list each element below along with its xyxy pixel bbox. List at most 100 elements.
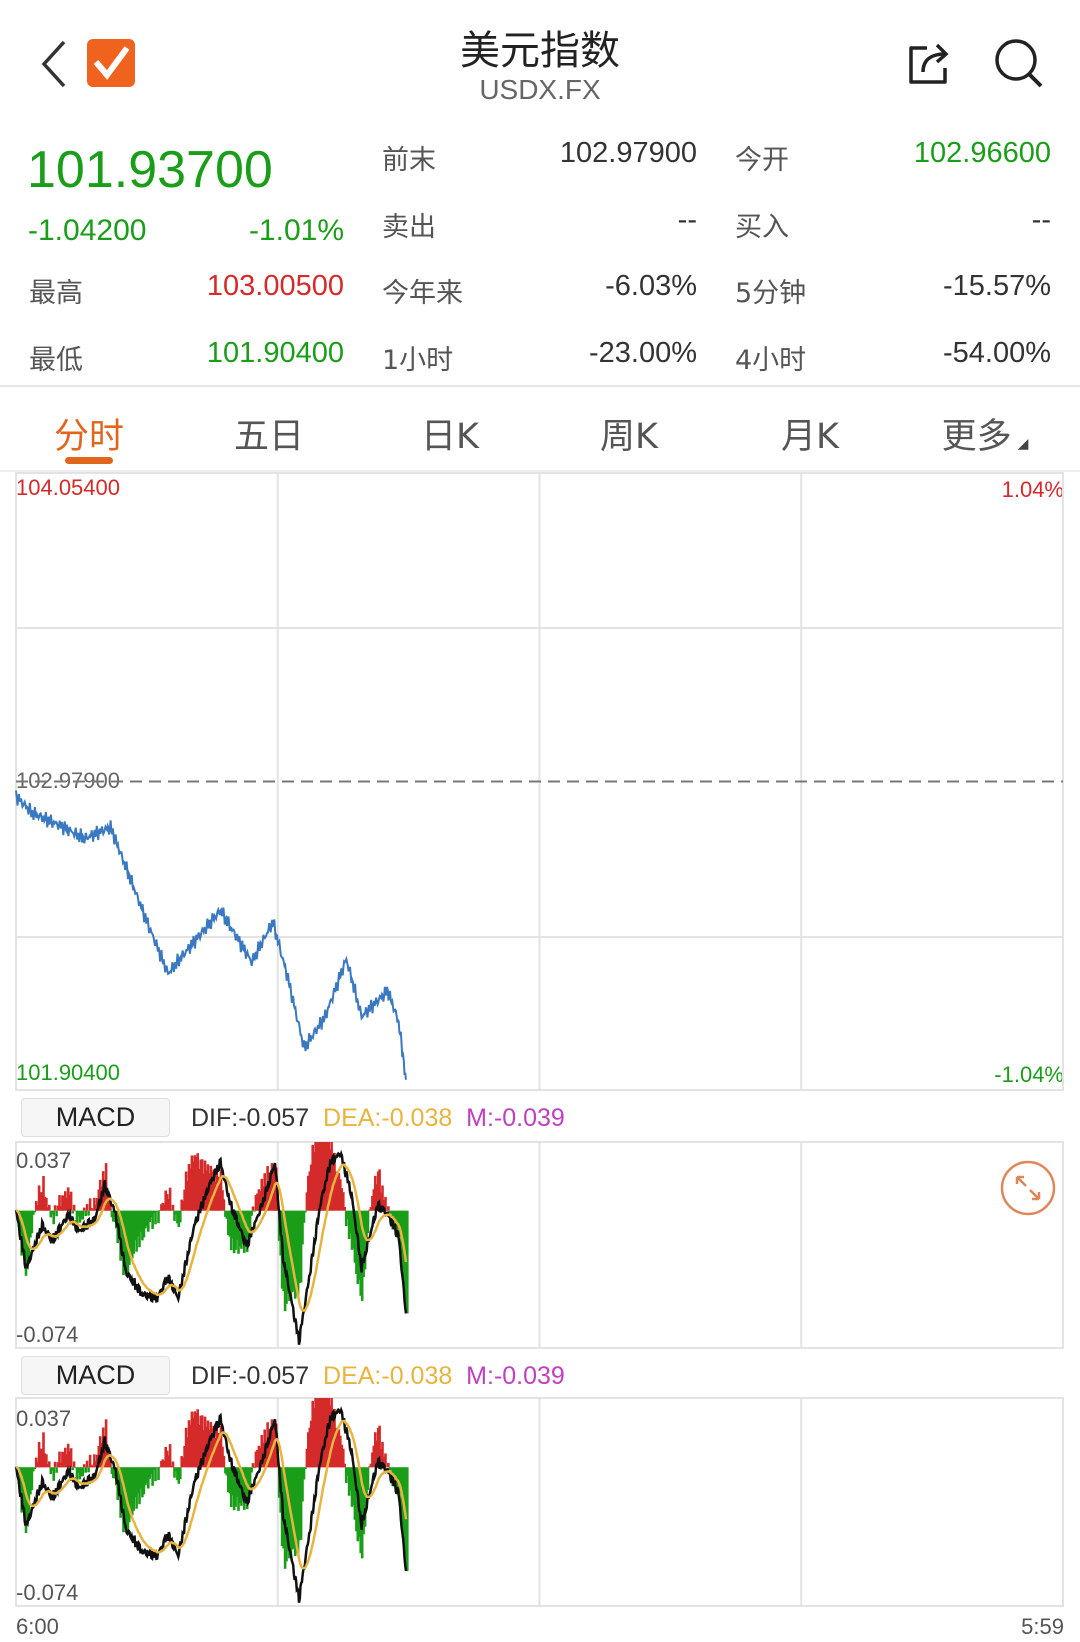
macd-histogram-bar-2 <box>125 1467 128 1532</box>
macd-histogram-bar <box>342 1192 345 1211</box>
macd-histogram-bar <box>30 1210 34 1234</box>
macd-histogram-bar-2 <box>23 1467 26 1516</box>
macd-histogram-bar-2 <box>104 1419 108 1468</box>
macd-histogram-bar-2 <box>251 1463 255 1468</box>
macd-histogram-bar <box>372 1189 376 1211</box>
macd-histogram-bar-2 <box>344 1467 348 1483</box>
stat-label: 最高 <box>29 278 83 309</box>
stat-label: 今年来 <box>382 278 463 309</box>
macd-histogram-bar <box>123 1210 127 1267</box>
macd-histogram-bar <box>269 1176 272 1211</box>
macd-histogram-bar <box>202 1173 205 1211</box>
macd-histogram-bar-2 <box>177 1467 181 1484</box>
macd-histogram-bar <box>149 1210 153 1218</box>
macd-histogram-bar <box>388 1210 392 1214</box>
macd-histogram-bar-2 <box>167 1455 170 1468</box>
macd-indicator-button[interactable]: MACD <box>21 1098 170 1137</box>
m-value: M:-0.039 <box>466 1362 565 1390</box>
macd-histogram-bar <box>244 1210 248 1245</box>
macd-histogram-bar-2 <box>302 1467 306 1480</box>
macd-histogram-bar-2 <box>136 1467 140 1494</box>
macd-histogram-bar-2 <box>100 1443 103 1468</box>
tab-0[interactable]: 分时 <box>54 408 124 459</box>
macd-histogram-bar <box>251 1206 255 1211</box>
tab-2[interactable]: 日K <box>421 408 479 459</box>
macd-histogram-bar <box>135 1210 138 1252</box>
macd-histogram-bar <box>26 1210 29 1266</box>
macd-histogram-bar-2 <box>282 1467 285 1549</box>
macd-histogram-bar <box>65 1197 69 1211</box>
tab-1[interactable]: 五日 <box>234 408 304 459</box>
macd-histogram-bar <box>231 1210 234 1239</box>
price-axis-bottom: 101.90400 <box>16 1060 120 1085</box>
tab-4[interactable]: 月K <box>781 408 839 459</box>
stat-label: 4小时 <box>735 345 807 376</box>
macd-histogram-bar <box>56 1205 60 1211</box>
macd-histogram-bar-2 <box>144 1467 147 1486</box>
macd-histogram-bar-2 <box>174 1467 178 1472</box>
macd-histogram-bar-2 <box>362 1467 365 1535</box>
search-button[interactable] <box>992 36 1046 90</box>
macd-histogram-bar-2 <box>216 1432 220 1468</box>
macd-histogram-bar-2 <box>119 1467 122 1518</box>
macd-histogram-bar-2 <box>299 1467 303 1540</box>
dea-value: DEA:-0.038 <box>323 1104 453 1132</box>
macd-histogram-bar <box>170 1209 173 1211</box>
tab-3[interactable]: 周K <box>600 408 658 459</box>
macd-indicator-button-2[interactable]: MACD <box>21 1356 170 1395</box>
dif-line-2 <box>14 1406 408 1603</box>
macd-histogram-bar <box>371 1195 374 1211</box>
macd-histogram-bar <box>359 1210 362 1296</box>
macd-histogram-bar-2 <box>176 1467 179 1481</box>
macd-histogram-bar <box>75 1210 79 1225</box>
macd-histogram-bar-2 <box>17 1467 21 1484</box>
back-button[interactable] <box>36 36 72 92</box>
macd-histogram-bar <box>224 1210 227 1217</box>
prev-close-label: 102.97900 <box>16 768 120 793</box>
macd-histogram-bar <box>142 1210 146 1238</box>
macd-histogram-bar-2 <box>406 1467 409 1571</box>
macd-histogram-bar-2 <box>231 1467 234 1496</box>
macd-histogram-bar <box>368 1209 371 1211</box>
macd-histogram-bar <box>376 1171 380 1211</box>
macd-histogram-bar <box>39 1192 42 1211</box>
macd-histogram-bar-2 <box>304 1467 307 1469</box>
stat-value: 101.90400 <box>206 337 344 369</box>
macd-histogram-bar-2 <box>72 1461 76 1468</box>
macd-histogram-bar <box>369 1207 373 1211</box>
macd-histogram-bar <box>17 1210 21 1227</box>
dif-value: DIF:-0.057 <box>191 1104 310 1132</box>
tab-5[interactable]: 更多 ◢ <box>942 408 1029 459</box>
macd-histogram-bar <box>181 1201 185 1211</box>
macd-histogram-bar-2 <box>339 1435 342 1468</box>
macd-histogram-bar <box>90 1208 93 1211</box>
macd-histogram-bar <box>384 1196 387 1211</box>
stat-value: -- <box>677 204 697 236</box>
macd-histogram-bar-2 <box>138 1467 141 1505</box>
macd-histogram-bar-2 <box>365 1467 368 1497</box>
macd-histogram-bar-2 <box>133 1467 137 1498</box>
macd-histogram-bar-2 <box>132 1467 135 1511</box>
macd-histogram-bar-2 <box>53 1461 57 1468</box>
macd-histogram-bar-2 <box>69 1448 73 1468</box>
macd-histogram-bar-2 <box>74 1467 77 1468</box>
expand-chart-button[interactable] <box>1000 1160 1056 1216</box>
macd-histogram-bar <box>286 1210 290 1294</box>
macd-histogram-bar-2 <box>113 1467 117 1479</box>
expand-icon <box>1000 1160 1056 1216</box>
macd-histogram-bar <box>119 1210 122 1261</box>
macd-histogram-bar-2 <box>347 1467 351 1496</box>
price-change: -1.04200 <box>28 214 147 247</box>
macd-histogram-bar <box>305 1192 309 1211</box>
macd-histogram-bar <box>363 1210 367 1270</box>
macd-histogram-bar <box>331 1158 335 1211</box>
share-icon <box>909 43 949 84</box>
share-button[interactable] <box>905 38 955 88</box>
macd-histogram-bar-2 <box>171 1461 175 1468</box>
macd-histogram-bar <box>260 1178 264 1211</box>
tab-label: 五日 <box>233 417 305 457</box>
macd-histogram-bar-2 <box>295 1467 298 1543</box>
macd-histogram-bar <box>132 1210 135 1254</box>
macd-histogram-bar-2 <box>94 1461 98 1468</box>
macd-histogram-bar-2 <box>193 1411 197 1468</box>
